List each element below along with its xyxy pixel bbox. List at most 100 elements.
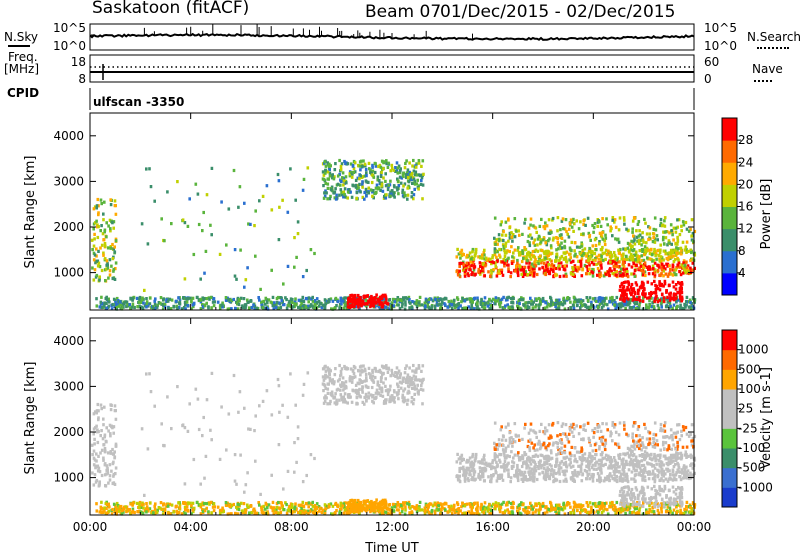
range-cell (591, 223, 594, 228)
range-cell (345, 512, 349, 516)
range-cell (272, 307, 276, 311)
range-cell (420, 381, 424, 385)
range-cell (397, 397, 400, 401)
range-cell (588, 246, 591, 251)
range-cell (597, 504, 600, 508)
range-cell (660, 510, 663, 514)
range-cell (463, 274, 467, 278)
range-cell (585, 305, 589, 309)
range-cell (100, 429, 103, 433)
range-cell (589, 510, 593, 514)
range-cell (401, 302, 404, 306)
range-cell (111, 302, 114, 307)
range-cell (186, 509, 190, 513)
range-cell (516, 261, 519, 265)
range-cell (407, 184, 410, 188)
range-cell (289, 509, 292, 514)
range-cell (541, 266, 544, 270)
range-cell (626, 270, 629, 274)
range-cell (376, 187, 380, 191)
range-cell (330, 188, 333, 192)
range-cell (357, 164, 360, 168)
range-cell (372, 175, 376, 179)
range-cell (538, 254, 542, 258)
range-cell (626, 507, 630, 511)
range-cell (356, 389, 360, 393)
range-cell (406, 402, 409, 406)
range-cell (469, 260, 473, 264)
range-cell (545, 257, 549, 261)
range-cell (414, 170, 418, 174)
range-cell (199, 512, 203, 516)
range-cell (668, 251, 671, 255)
range-cell (308, 305, 312, 309)
range-cell (369, 373, 372, 377)
range-cell (691, 501, 695, 505)
range-cell (666, 295, 669, 299)
range-cell (277, 179, 281, 183)
range-cell (648, 226, 652, 230)
range-cell (109, 229, 112, 233)
range-cell (536, 260, 539, 264)
range-cell (519, 265, 522, 269)
range-cell (412, 177, 416, 181)
range-cell (629, 285, 633, 289)
range-cell (587, 258, 590, 262)
range-cell (311, 510, 315, 514)
range-cell (241, 306, 245, 310)
range-cell (315, 505, 319, 510)
range-cell (350, 293, 354, 297)
range-cell (324, 181, 327, 185)
range-cell (560, 233, 563, 237)
range-cell (311, 305, 315, 309)
range-cell (116, 302, 120, 306)
range-cell (98, 265, 102, 269)
range-cell (620, 294, 623, 298)
range-cell (431, 299, 435, 303)
range-cell (359, 299, 363, 303)
range-cell (499, 248, 503, 252)
range-cell (464, 511, 468, 515)
range-cell (352, 294, 355, 298)
range-cell (390, 301, 394, 305)
range-cell (510, 245, 513, 249)
range-cell (105, 267, 108, 271)
range-cell (262, 504, 265, 508)
range-cell (159, 501, 163, 505)
range-cell (603, 297, 606, 301)
range-cell (395, 366, 399, 370)
range-cell (404, 161, 407, 166)
range-cell (355, 196, 358, 200)
range-cell (413, 378, 417, 382)
range-cell (418, 303, 421, 307)
range-cell (540, 504, 544, 508)
range-cell (246, 298, 249, 302)
range-cell (633, 268, 637, 273)
range-cell (564, 272, 568, 276)
range-cell (533, 225, 537, 229)
range-cell (639, 264, 643, 268)
range-cell (412, 398, 416, 402)
range-cell (660, 302, 663, 306)
range-cell (129, 511, 132, 515)
range-cell (623, 222, 626, 226)
range-cell (570, 248, 573, 253)
range-cell (671, 233, 674, 237)
range-cell (629, 503, 633, 507)
range-cell (250, 305, 254, 310)
range-cell (332, 382, 336, 386)
range-cell (580, 241, 583, 245)
range-cell (690, 218, 694, 222)
range-cell (191, 501, 195, 505)
range-cell (148, 507, 152, 511)
range-cell (129, 297, 133, 301)
range-cell (530, 236, 534, 240)
range-cell (410, 378, 413, 382)
range-cell (120, 512, 124, 516)
range-cell (395, 508, 399, 512)
range-cell (579, 220, 582, 224)
range-cell (224, 296, 228, 300)
range-cell (136, 305, 139, 309)
range-cell (272, 512, 276, 516)
range-cell (97, 204, 100, 208)
